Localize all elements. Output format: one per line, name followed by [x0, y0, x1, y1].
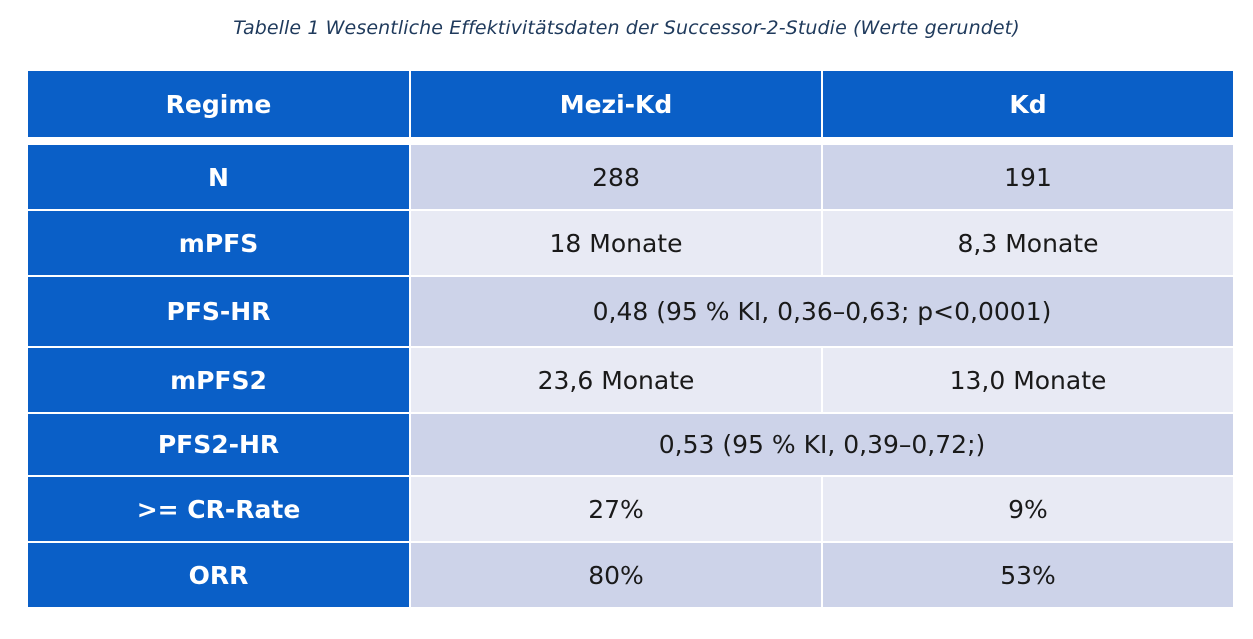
cell-cr-rate-kd: 9% [821, 475, 1235, 543]
cell-pfs-hr-combined: 0,48 (95 % KI, 0,36–0,63; p<0,0001) [409, 275, 1235, 348]
cell-orr-kd: 53% [821, 541, 1235, 609]
cell-mpfs2-kd: 13,0 Monate [821, 346, 1235, 414]
table-row-cr-rate: >= CR-Rate 27% 9% [26, 475, 1235, 543]
table-row-mpfs2: mPFS2 23,6 Monate 13,0 Monate [26, 346, 1235, 414]
cell-cr-rate-mezi-kd: 27% [409, 475, 823, 543]
table-row-pfs-hr: PFS-HR 0,48 (95 % KI, 0,36–0,63; p<0,000… [26, 275, 1235, 348]
cell-mpfs-mezi-kd: 18 Monate [409, 209, 823, 277]
row-label-pfs-hr: PFS-HR [26, 275, 411, 348]
row-label-mpfs2: mPFS2 [26, 346, 411, 414]
table-row-pfs2-hr: PFS2-HR 0,53 (95 % KI, 0,39–0,72;) [26, 412, 1235, 477]
cell-n-mezi-kd: 288 [409, 140, 823, 211]
table-header-row: Regime Mezi-Kd Kd [26, 69, 1235, 142]
efficacy-table: Regime Mezi-Kd Kd N 288 191 mPFS 18 Mona… [26, 69, 1235, 609]
cell-pfs2-hr-combined: 0,53 (95 % KI, 0,39–0,72;) [409, 412, 1235, 477]
header-mezi-kd: Mezi-Kd [409, 69, 823, 142]
header-kd: Kd [821, 69, 1235, 142]
row-label-cr-rate: >= CR-Rate [26, 475, 411, 543]
efficacy-table-container: Regime Mezi-Kd Kd N 288 191 mPFS 18 Mona… [26, 69, 1235, 609]
row-label-orr: ORR [26, 541, 411, 609]
cell-mpfs2-mezi-kd: 23,6 Monate [409, 346, 823, 414]
row-label-mpfs: mPFS [26, 209, 411, 277]
table-row-orr: ORR 80% 53% [26, 541, 1235, 609]
cell-orr-mezi-kd: 80% [409, 541, 823, 609]
cell-mpfs-kd: 8,3 Monate [821, 209, 1235, 277]
table-caption: Tabelle 1 Wesentliche Effektivitätsdaten… [233, 17, 1020, 39]
cell-n-kd: 191 [821, 140, 1235, 211]
row-label-pfs2-hr: PFS2-HR [26, 412, 411, 477]
table-row-mpfs: mPFS 18 Monate 8,3 Monate [26, 209, 1235, 277]
header-regime: Regime [26, 69, 411, 142]
table-row-n: N 288 191 [26, 140, 1235, 211]
row-label-n: N [26, 140, 411, 211]
